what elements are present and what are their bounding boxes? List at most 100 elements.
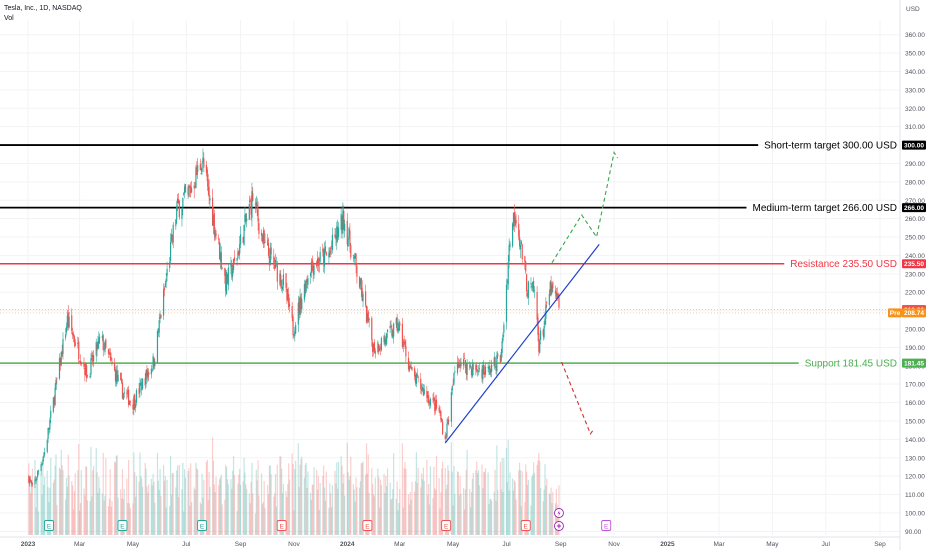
time-axis[interactable]: 2023 Mar May Jul Sep Nov 2024 Mar May Jul Sep Nov 20…: [0, 536, 900, 548]
volume-bar: [99, 488, 101, 535]
volume-bar: [150, 478, 152, 535]
candle-body: [502, 334, 504, 341]
candle-body: [77, 342, 79, 344]
candle-body: [366, 313, 369, 322]
volume-bar: [453, 465, 455, 535]
candle-body: [373, 342, 375, 353]
candle-body: [54, 388, 56, 405]
candle-body: [310, 262, 313, 273]
candle-body: [539, 330, 542, 340]
price-axis[interactable]: USD 90.00 100.00 110.00 120.00 130.00 140.00 15…: [888, 0, 932, 550]
plus-icon[interactable]: [554, 521, 564, 531]
candle-body: [295, 324, 297, 334]
volume-bar: [135, 476, 138, 535]
candle-body: [398, 323, 400, 331]
earnings-marker[interactable]: [197, 520, 208, 531]
bullish-projection-path[interactable]: [551, 150, 619, 264]
candle-body: [299, 296, 301, 315]
volume-bar: [221, 504, 223, 535]
volume-bar: [372, 494, 375, 535]
candle-body: [110, 356, 112, 361]
candle-body: [365, 305, 368, 324]
volume-bar: [353, 489, 355, 535]
volume-bar: [274, 473, 277, 535]
candle-body: [208, 186, 210, 197]
candle-body: [156, 330, 159, 363]
price-levels[interactable]: Short-term target 300.00 USD Medium-term …: [0, 141, 900, 370]
candle-body: [428, 401, 431, 404]
volume-bar: [140, 475, 142, 535]
candle-body: [92, 355, 94, 362]
volume-bar: [246, 489, 248, 535]
volume-bar: [460, 493, 462, 535]
volume-indicator-label[interactable]: Vol: [4, 15, 14, 22]
volume-bar: [313, 467, 315, 535]
candle-body: [134, 404, 137, 408]
candle-body: [399, 322, 401, 326]
candle-body: [145, 370, 147, 384]
volume-bar: [546, 478, 548, 535]
symbol-title[interactable]: Tesla, Inc., 1D, NASDAQ: [4, 5, 82, 12]
volume-bar: [200, 504, 202, 535]
candle-body: [331, 234, 334, 251]
candle-body: [407, 357, 410, 370]
candle-body: [158, 320, 160, 333]
volume-bar: [456, 471, 459, 535]
volume-bar: [538, 452, 540, 535]
candle-body: [342, 210, 344, 234]
candle-body: [147, 372, 149, 378]
candle-body: [361, 287, 363, 301]
level-label[interactable]: Resistance 235.50 USD: [790, 259, 897, 270]
earnings-marker[interactable]: [362, 520, 373, 531]
volume-bar: [330, 507, 333, 535]
level-label[interactable]: Short-term target 300.00 USD: [764, 141, 897, 152]
earnings-marker[interactable]: [117, 520, 128, 531]
drawing-overlays[interactable]: [444, 150, 619, 444]
earnings-marker[interactable]: [601, 520, 612, 531]
earnings-marker[interactable]: [276, 520, 287, 531]
volume-bar: [208, 471, 210, 535]
candle-body: [36, 478, 38, 481]
volume-bar: [378, 476, 380, 535]
lightning-icon[interactable]: [554, 508, 564, 518]
earnings-marker[interactable]: [441, 520, 452, 531]
candle-body: [539, 342, 541, 353]
candle-body: [372, 343, 375, 351]
candle-body: [79, 361, 81, 362]
earnings-marker[interactable]: [44, 520, 54, 531]
currency-label[interactable]: USD: [906, 6, 920, 13]
volume-bar: [340, 456, 342, 535]
candle-body: [151, 369, 153, 371]
time-tick-label: Sep: [555, 541, 567, 548]
candle-body: [515, 219, 517, 224]
candle-body: [260, 232, 263, 236]
volume-bar: [132, 503, 134, 535]
volume-bar: [169, 505, 171, 535]
level-label[interactable]: Support 181.45 USD: [805, 359, 897, 370]
volume-bar: [95, 448, 97, 535]
candle-body: [518, 223, 520, 237]
volume-bar: [518, 470, 520, 535]
candle-body: [386, 329, 389, 333]
candle-body: [56, 377, 58, 379]
price-tick-label: 110.00: [905, 492, 925, 499]
candle-body: [291, 306, 293, 319]
volume-bar: [459, 475, 461, 535]
volume-bar: [304, 464, 306, 535]
ascending-trendline[interactable]: [444, 244, 600, 444]
volume-bar: [163, 480, 166, 535]
volume-bar: [196, 468, 198, 535]
earnings-marker[interactable]: [520, 520, 531, 531]
candle-body: [520, 241, 522, 244]
candle-body: [427, 396, 429, 398]
level-label[interactable]: Medium-term target 266.00 USD: [752, 203, 897, 214]
bearish-projection-path[interactable]: [561, 361, 594, 435]
candle-body: [448, 420, 450, 421]
volume-bar: [263, 480, 265, 535]
volume-bar: [260, 473, 263, 535]
volume-bar: [539, 487, 542, 535]
volume-bar: [120, 498, 123, 535]
